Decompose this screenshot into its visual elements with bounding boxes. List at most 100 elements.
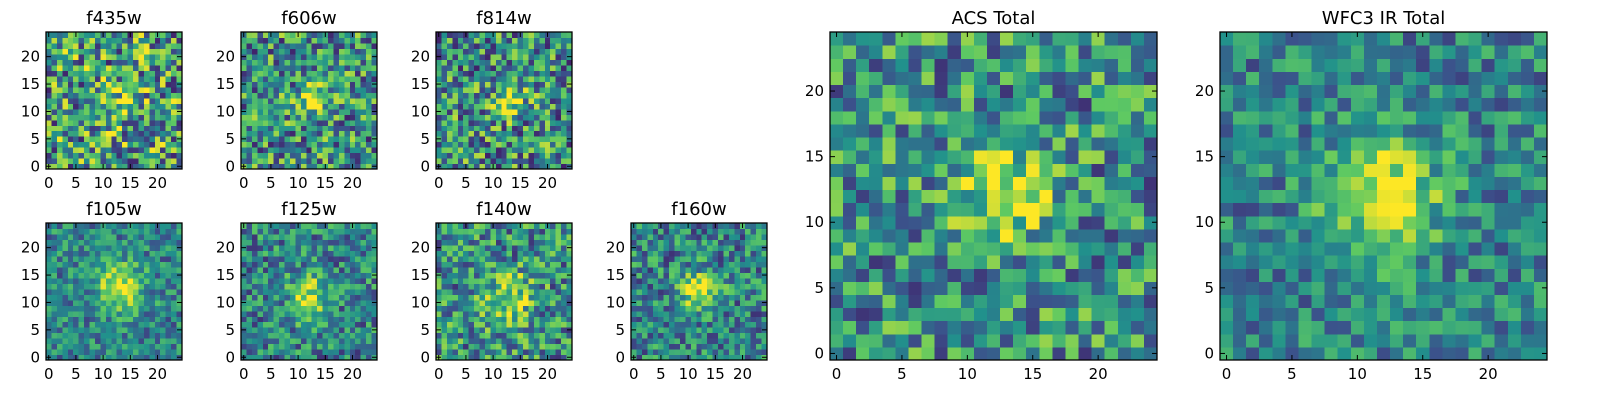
heatmap-cell	[452, 321, 459, 328]
heatmap-cell	[67, 97, 74, 104]
heatmap-cell	[105, 228, 112, 235]
heatmap-cell	[111, 64, 118, 71]
heatmap-cell	[306, 223, 313, 230]
heatmap-cell	[495, 321, 502, 328]
heatmap-cell	[328, 354, 335, 361]
heatmap-cell	[452, 349, 459, 356]
heatmap-cell	[484, 332, 491, 339]
heatmap-cell	[116, 244, 123, 251]
axes-frame-f140w	[435, 222, 573, 361]
heatmap-cell	[663, 327, 670, 334]
heatmap-cell	[908, 241, 923, 256]
heatmap-cell	[279, 283, 286, 290]
heatmap-cell	[561, 294, 568, 301]
heatmap-cell	[495, 354, 502, 361]
heatmap-cell	[756, 250, 763, 257]
heatmap-cell	[544, 75, 551, 82]
heatmap-cell	[566, 70, 573, 77]
heatmap-cell	[51, 332, 58, 339]
heatmap-cell	[528, 223, 535, 230]
heatmap-cell	[344, 136, 351, 143]
heatmap-cell	[544, 283, 551, 290]
heatmap-cell	[528, 310, 535, 317]
heatmap-cell	[495, 272, 502, 279]
heatmap-cell	[73, 53, 80, 60]
heatmap-cell	[550, 338, 557, 345]
heatmap-cell	[94, 125, 101, 132]
heatmap-cell	[67, 130, 74, 137]
heatmap-cell	[246, 64, 253, 71]
heatmap-cell	[550, 316, 557, 323]
heatmap-cell	[73, 103, 80, 110]
heatmap-cell	[452, 158, 459, 165]
heatmap-cell	[371, 42, 378, 50]
heatmap-cell	[328, 299, 335, 306]
heatmap-cell	[479, 125, 486, 132]
heatmap-cell	[257, 70, 264, 77]
heatmap-cell	[506, 163, 513, 170]
heatmap-cell	[1091, 202, 1106, 217]
heatmap-cell	[46, 158, 53, 165]
heatmap-cell	[268, 48, 275, 55]
heatmap-cell	[62, 42, 69, 50]
heatmap-cell	[843, 281, 857, 295]
heatmap-cell	[344, 147, 351, 154]
heatmap-cell	[1026, 281, 1040, 295]
heatmap-cell	[116, 299, 123, 306]
heatmap-cell	[311, 354, 318, 361]
heatmap-cell	[457, 316, 464, 323]
heatmap-cell	[46, 42, 53, 50]
heatmap-cell	[436, 321, 443, 328]
heatmap-cell	[550, 92, 557, 99]
heatmap-cell	[495, 163, 502, 170]
heatmap-cell	[690, 277, 697, 284]
heatmap-cell	[479, 250, 486, 257]
heatmap-cell	[333, 354, 340, 361]
heatmap-cell	[284, 261, 291, 268]
heatmap-cell	[300, 37, 307, 44]
heatmap-cell	[84, 228, 91, 235]
x-tick-label: 5	[71, 365, 81, 383]
heatmap-cell	[289, 228, 296, 235]
heatmap-cell	[679, 277, 686, 284]
heatmap-cell	[517, 316, 524, 323]
x-tick-label: 0	[44, 365, 54, 383]
heatmap-cell	[658, 255, 665, 262]
heatmap-cell	[457, 32, 464, 39]
heatmap-cell	[246, 272, 253, 279]
heatmap-cell	[73, 294, 80, 301]
heatmap-cell	[100, 48, 107, 55]
heatmap-cell	[46, 343, 53, 350]
heatmap-cell	[371, 310, 378, 317]
heatmap-cell	[349, 310, 356, 317]
heatmap-cell	[311, 163, 318, 170]
heatmap-cell	[122, 81, 129, 88]
heatmap-cell	[133, 233, 140, 241]
x-tick-label: 10	[484, 174, 503, 192]
heatmap-cell	[701, 288, 708, 295]
heatmap-cell	[94, 321, 101, 328]
heatmap-cell	[289, 233, 296, 241]
heatmap-cell	[73, 343, 80, 350]
heatmap-cell	[457, 223, 464, 230]
heatmap-cell	[84, 261, 91, 268]
heatmap-cell	[734, 283, 741, 290]
heatmap-cell	[289, 81, 296, 88]
x-tick-label: 5	[656, 365, 666, 383]
heatmap-cell	[490, 53, 497, 60]
heatmap-cell	[116, 59, 123, 66]
heatmap-cell	[1013, 176, 1027, 191]
heatmap-cell	[474, 163, 481, 170]
heatmap-cell	[528, 130, 535, 137]
heatmap-cell	[251, 327, 258, 334]
heatmap-cell	[149, 136, 156, 143]
heatmap-cell	[366, 125, 373, 132]
heatmap-cell	[658, 299, 665, 306]
heatmap-cell	[133, 152, 140, 159]
heatmap-cell	[344, 108, 351, 115]
heatmap-cell	[479, 316, 486, 323]
heatmap-cell	[446, 92, 453, 99]
heatmap-cell	[474, 305, 481, 312]
heatmap-cell	[474, 119, 481, 126]
heatmap-cell	[143, 283, 150, 290]
